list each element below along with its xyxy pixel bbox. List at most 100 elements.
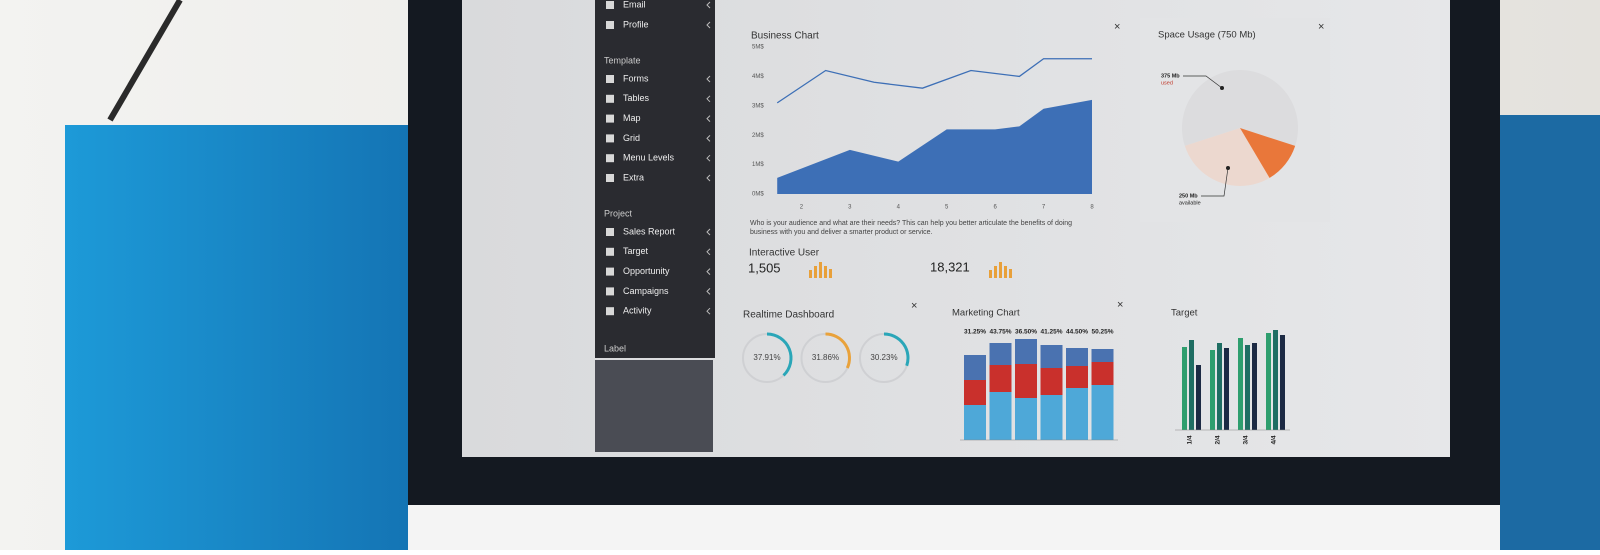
bar: [1210, 350, 1215, 430]
menu-item[interactable]: Sales Report: [623, 226, 676, 236]
gauge-label: 37.91%: [753, 353, 780, 362]
bar-segment: [1091, 362, 1114, 385]
menu-item[interactable]: Email: [623, 0, 646, 9]
bar-segment: [964, 355, 986, 380]
close-icon[interactable]: ×: [911, 300, 917, 312]
x-tick-label: 4/4: [1271, 435, 1278, 444]
chevron: [706, 115, 711, 122]
close-icon[interactable]: ×: [1117, 299, 1123, 311]
close-icons: × × × ×: [911, 21, 1324, 312]
close-icon[interactable]: ×: [1114, 21, 1120, 33]
pie-pointer-dot: [1226, 166, 1230, 170]
menu-icon: [606, 287, 614, 296]
menu-item[interactable]: Opportunity: [623, 266, 670, 276]
menu-section: Template: [604, 55, 641, 65]
x-tick-label: 5: [945, 205, 949, 211]
chevron: [706, 135, 711, 142]
menu-item[interactable]: Activity: [623, 306, 652, 316]
stat-icons: [809, 262, 1012, 278]
menu-item[interactable]: Extra: [623, 172, 644, 182]
pie-name-label: used: [1161, 80, 1173, 86]
y-tick-label: 5M$: [752, 45, 764, 51]
menu-icon: [606, 75, 614, 83]
gauge-arc: [883, 332, 910, 367]
bar-value-label: 44.50%: [1066, 329, 1088, 336]
bar-segment: [989, 365, 1012, 392]
bar-segment: [1066, 348, 1088, 366]
chevron: [706, 154, 711, 162]
bar-segment: [1015, 339, 1037, 364]
gauge-label: 31.86%: [812, 353, 839, 362]
bar-segment: [1040, 368, 1063, 395]
bar-value-label: 43.75%: [989, 329, 1011, 336]
bar-segment: [1040, 345, 1063, 368]
pen: [107, 0, 183, 122]
bar-segment: [1015, 398, 1037, 440]
x-tick-label: 4: [897, 205, 901, 211]
menu-item[interactable]: Target: [623, 246, 649, 256]
stat-value: 1,505: [748, 260, 781, 275]
menu-item[interactable]: Tables: [623, 93, 650, 103]
menu-item[interactable]: Map: [623, 113, 641, 123]
bar-segment: [1040, 395, 1063, 440]
x-tick-label: 2/4: [1215, 435, 1222, 444]
menu-icon: [606, 307, 614, 316]
space-title: Space Usage (750 Mb): [1158, 30, 1256, 41]
menu-item[interactable]: Forms: [623, 73, 649, 83]
pie-name-label: available: [1179, 200, 1201, 206]
bar: [1238, 338, 1243, 430]
menu-item[interactable]: Menu Levels: [623, 153, 675, 163]
menu-section: Project: [604, 208, 633, 218]
x-tick-label: 1/4: [1187, 435, 1194, 444]
business-description-box: Who is your audience and what are their …: [750, 220, 1073, 236]
bar-segment: [1066, 366, 1088, 388]
menu-icon: [606, 267, 614, 276]
y-tick-label: 2M$: [752, 133, 764, 139]
menu-icon: [606, 134, 614, 143]
chevron: [706, 21, 711, 29]
y-tick-label: 0M$: [752, 192, 764, 198]
blue-box-right: [1500, 115, 1600, 550]
close-icon[interactable]: ×: [1318, 21, 1324, 33]
menu-icon: [606, 114, 614, 123]
menu-item[interactable]: Grid: [623, 133, 640, 143]
business-description: Who is your audience and what are their …: [750, 220, 1073, 236]
chevron: [706, 228, 711, 236]
chevron: [706, 174, 711, 182]
bar: [1182, 347, 1187, 430]
chevron: [706, 288, 711, 295]
menu-item[interactable]: Profile: [623, 19, 649, 29]
chevron: [706, 248, 711, 256]
x-tick-label: 6: [993, 205, 997, 211]
bar: [1196, 365, 1201, 430]
gauge-arc: [825, 332, 851, 369]
bar-value-label: 41.25%: [1040, 329, 1062, 336]
pie-slice: [1182, 69, 1298, 146]
bar-segment: [964, 405, 986, 440]
business-title: Business Chart: [751, 31, 819, 42]
stat-value: 18,321: [930, 259, 970, 274]
bar: [1217, 343, 1222, 430]
chevron: [706, 1, 711, 9]
bar-segment: [1091, 385, 1114, 440]
bar-segment: [989, 392, 1012, 440]
realtime-title: Realtime Dashboard: [743, 310, 834, 321]
chevron: [706, 95, 711, 103]
chevron: [706, 268, 711, 275]
x-tick-label: 7: [1042, 205, 1046, 211]
blue-box: [65, 125, 412, 550]
x-tick-label: 3/4: [1243, 435, 1250, 444]
chevron: [706, 75, 711, 83]
pie-value-label: 375 Mb: [1161, 73, 1180, 79]
bar: [1252, 343, 1257, 430]
y-tick-label: 4M$: [752, 74, 764, 80]
menu-item[interactable]: Campaigns: [623, 286, 669, 296]
sidebar: [595, 0, 715, 358]
x-tick-label: 2: [800, 205, 804, 211]
menu-section: Label: [604, 343, 626, 353]
menu-icon: [606, 228, 614, 236]
menu-icon: [606, 247, 614, 256]
chevron: [706, 307, 711, 315]
bar-value-label: 36.50%: [1015, 329, 1037, 336]
